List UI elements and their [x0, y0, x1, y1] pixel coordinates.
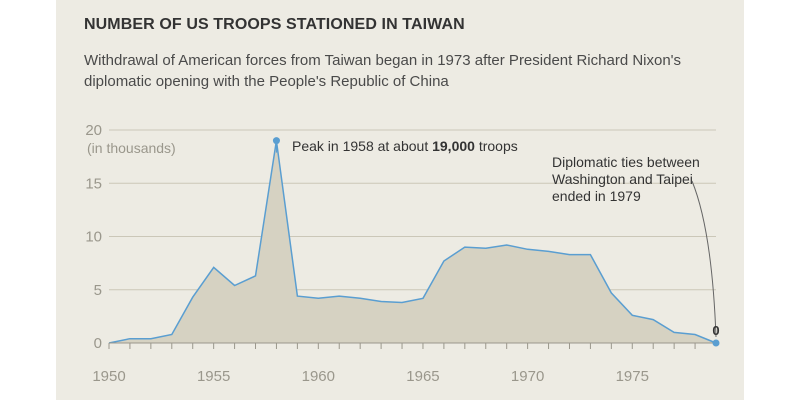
ties-annotation-line-3: ended in 1979: [552, 188, 641, 204]
ties-annotation-leader-line: [691, 180, 717, 338]
y-tick-label-0: 0: [94, 335, 102, 352]
end-value-label: 0: [712, 323, 719, 338]
peak-annotation-value: 19,000: [432, 138, 475, 154]
x-tick-label-1960: 1960: [302, 368, 335, 385]
x-tick-label-1970: 1970: [511, 368, 544, 385]
x-tick-label-1955: 1955: [197, 368, 230, 385]
y-tick-label-20: 20: [85, 122, 102, 139]
peak-annotation-suffix: troops: [475, 138, 518, 154]
chart-title: NUMBER OF US TROOPS STATIONED IN TAIWAN: [84, 16, 465, 33]
peak-annotation-prefix: Peak in 1958 at about: [292, 138, 432, 154]
grid-lines: [109, 129, 716, 291]
ties-annotation-line-1: Diplomatic ties between: [552, 154, 700, 170]
x-tick-label-1965: 1965: [406, 368, 439, 385]
x-tick-label-1950: 1950: [92, 368, 125, 385]
troops-line: [108, 140, 717, 344]
peak-annotation: Peak in 1958 at about 19,000 troops: [292, 138, 518, 154]
annotations: Peak in 1958 at about 19,000 troops Dipl…: [292, 138, 720, 338]
x-tick-label-1975: 1975: [616, 368, 649, 385]
y-tick-label-5: 5: [94, 282, 102, 299]
y-tick-label-10: 10: [85, 229, 102, 246]
x-axis: 1950 1955 1960 1965 1970 1975: [92, 342, 716, 385]
troops-area-fill: [109, 140, 716, 343]
point-markers: [272, 137, 720, 347]
y-tick-label-15: 15: [85, 175, 102, 192]
end-point-marker: [712, 339, 720, 347]
chart-subtitle: Withdrawal of American forces from Taiwa…: [84, 52, 682, 90]
y-axis-tick-labels: 0 5 10 15 20: [85, 122, 102, 352]
peak-point-marker: [272, 137, 280, 145]
ties-annotation-line-2: Washington and Taipei: [552, 171, 693, 187]
y-axis-label: (in thousands): [87, 140, 176, 156]
